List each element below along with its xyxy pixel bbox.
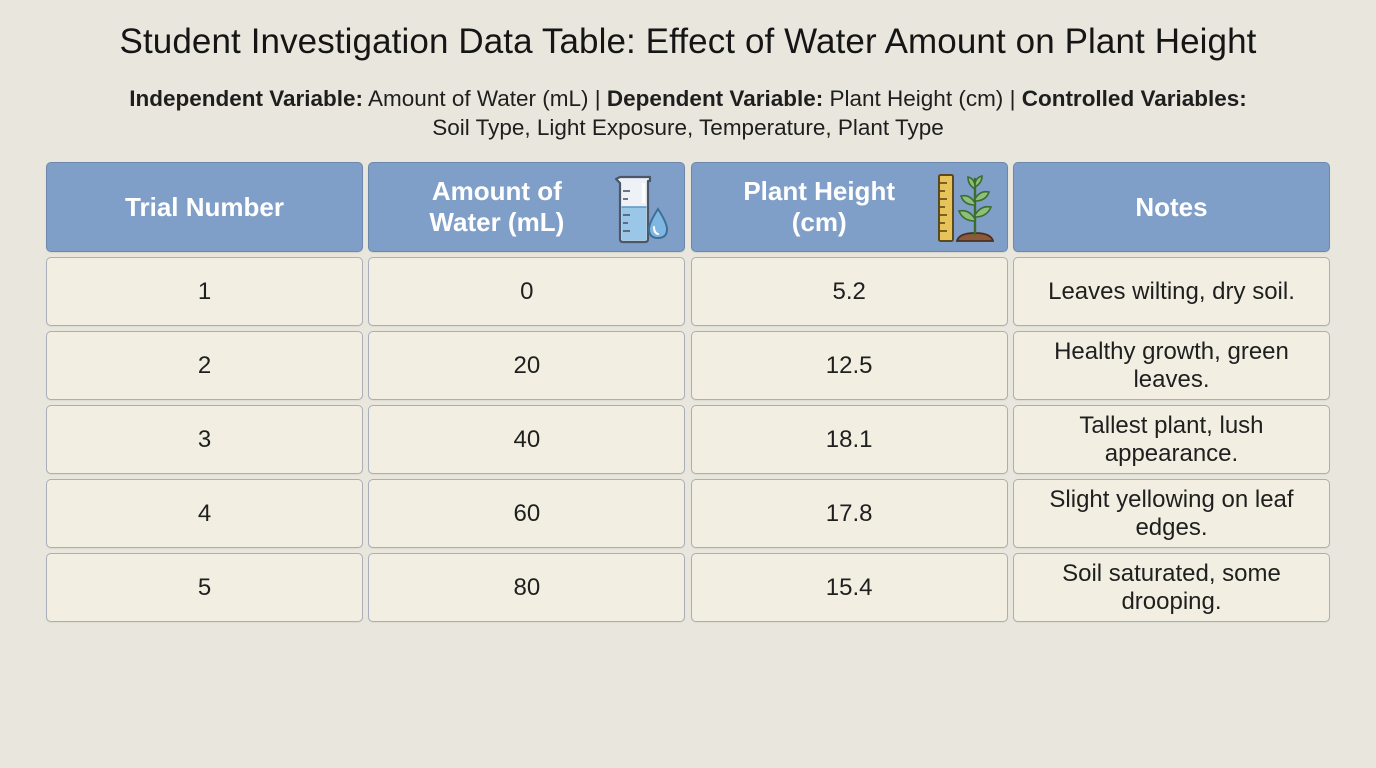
controlled-variables-label: Controlled Variables: xyxy=(1021,86,1247,111)
cell-trial-number: 4 xyxy=(46,479,363,548)
data-table: Trial Number Amount of Water (mL) Plant … xyxy=(46,162,1330,622)
separator: | xyxy=(1009,86,1016,111)
cell-notes: Slight yellowing on leaf edges. xyxy=(1012,479,1330,548)
page-title: Student Investigation Data Table: Effect… xyxy=(119,22,1257,61)
header-label: Notes xyxy=(1135,191,1208,222)
beaker-with-water-drop-icon xyxy=(615,175,669,244)
header-notes: Notes xyxy=(1012,162,1330,252)
header-label: Plant Height (cm) xyxy=(743,176,895,237)
separator: | xyxy=(594,86,601,111)
cell-plant-height: 18.1 xyxy=(690,405,1008,474)
cell-plant-height: 17.8 xyxy=(690,479,1008,548)
cell-water-amount: 20 xyxy=(368,331,686,400)
header-label: Amount of Water (mL) xyxy=(429,176,565,237)
cell-water-amount: 80 xyxy=(368,553,686,622)
cell-plant-height: 15.4 xyxy=(690,553,1008,622)
dependent-variable-label: Dependent Variable: xyxy=(606,86,824,111)
cell-trial-number: 1 xyxy=(46,257,363,326)
independent-variable-label: Independent Variable: xyxy=(129,86,364,111)
cell-notes: Leaves wilting, dry soil. xyxy=(1012,257,1330,326)
cell-trial-number: 3 xyxy=(46,405,363,474)
header-plant-height: Plant Height (cm) xyxy=(690,162,1008,252)
cell-notes: Tallest plant, lush appearance. xyxy=(1012,405,1330,474)
header-trial-number: Trial Number xyxy=(46,162,363,252)
cell-water-amount: 0 xyxy=(368,257,686,326)
header-amount-of-water: Amount of Water (mL) xyxy=(368,162,686,252)
header-label: Trial Number xyxy=(125,191,284,222)
cell-notes: Soil saturated, some drooping. xyxy=(1012,553,1330,622)
cell-trial-number: 2 xyxy=(46,331,363,400)
cell-notes: Healthy growth, green leaves. xyxy=(1012,331,1330,400)
controlled-variables-value: Soil Type, Light Exposure, Temperature, … xyxy=(432,115,944,140)
cell-water-amount: 60 xyxy=(368,479,686,548)
ruler-with-plant-icon xyxy=(937,174,994,242)
cell-plant-height: 12.5 xyxy=(690,331,1008,400)
dependent-variable-value: Plant Height (cm) xyxy=(829,86,1004,111)
cell-trial-number: 5 xyxy=(46,553,363,622)
independent-variable-value: Amount of Water (mL) xyxy=(368,86,589,111)
cell-water-amount: 40 xyxy=(368,405,686,474)
cell-plant-height: 5.2 xyxy=(690,257,1008,326)
variables-description: Independent Variable: Amount of Water (m… xyxy=(40,84,1336,142)
